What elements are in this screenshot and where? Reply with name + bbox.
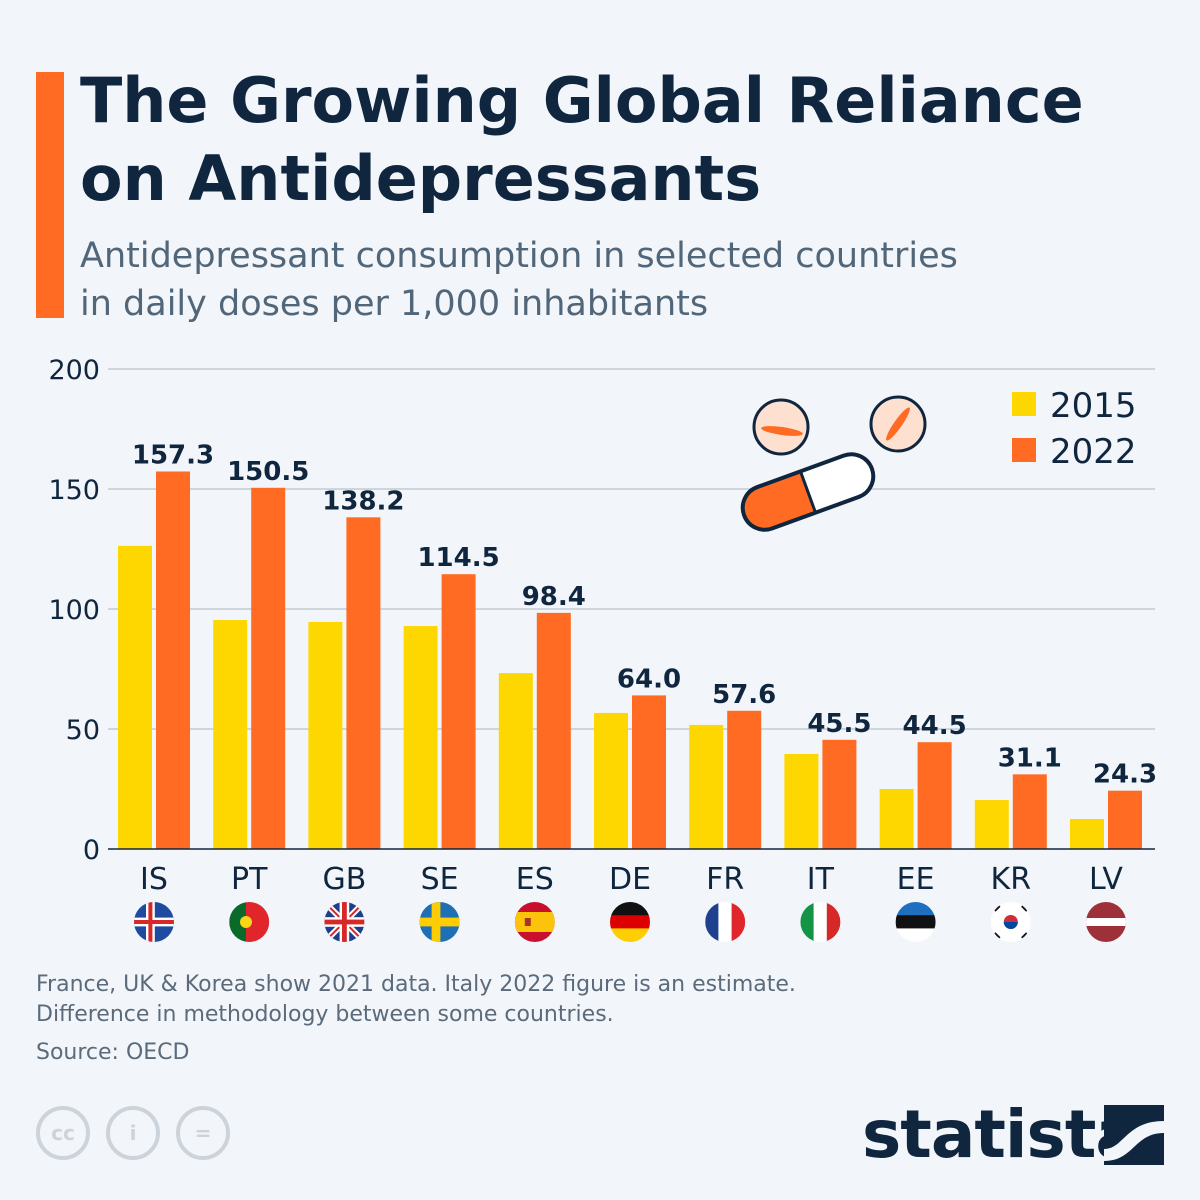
flag-uk-icon [324,902,365,942]
note-line: Difference in methodology between some c… [36,1002,614,1027]
x-tick-label: LV [1089,862,1123,897]
legend-label-2022: 2022 [1050,432,1137,472]
bar-2015 [689,724,724,849]
data-label: 138.2 [322,486,404,516]
y-tick-label: 200 [48,355,100,386]
no-derivatives-icon[interactable]: = [176,1106,230,1160]
flag-portugal-icon [229,902,270,942]
source: Source: OECD [36,1040,190,1065]
bar-2015 [403,626,438,849]
license-icons: cc i = [36,1106,230,1160]
bar-2015 [879,789,914,849]
bar-2015 [1070,819,1104,849]
legend-label-2015: 2015 [1050,386,1137,426]
attribution-icon[interactable]: i [106,1106,160,1160]
bar-chart: 0 50 100 150 200 157.3 IS 150.5 PT 138.2 GB 114.5 SE… [48,355,1157,942]
accent-bar [36,72,64,318]
bar-2022 [536,612,571,849]
bar-2022 [441,574,476,849]
legend-swatch-2022 [1012,438,1036,462]
flag-spain-icon [514,902,555,942]
bar-2015 [118,545,152,849]
x-tick-label: KR [991,862,1032,897]
bar-2015 [974,800,1009,849]
data-label: 98.4 [522,582,586,612]
x-tick-label: EE [897,862,935,897]
subtitle: Antidepressant consumption in selected c… [80,232,1080,328]
data-label: 45.5 [807,709,871,739]
statista-logo-icon [1104,1105,1164,1165]
pills-icon [740,395,927,532]
bar-2015 [308,621,343,849]
bar-2015 [594,712,628,849]
note-line: France, UK & Korea show 2021 data. Italy… [36,972,796,997]
bar-2022 [822,739,857,849]
flag-estonia-icon [895,902,936,942]
data-label: 114.5 [417,543,499,573]
bar-2022 [1012,774,1047,849]
legend-swatch-2015 [1012,392,1036,416]
statista-logo[interactable]: statista [862,1096,1140,1173]
notes: France, UK & Korea show 2021 data. Italy… [36,970,796,1030]
x-tick-label: DE [609,862,651,897]
flag-iceland-icon [134,902,174,942]
data-label: 157.3 [132,440,214,470]
x-tick-label: PT [231,862,268,897]
bar-2022 [251,487,286,849]
flag-latvia-icon [1086,902,1126,942]
bar-2015 [784,753,819,849]
flag-germany-icon [610,902,650,942]
y-tick-label: 50 [66,715,100,746]
bar-2022 [346,517,381,849]
data-label: 64.0 [617,664,681,694]
bar-2015 [213,620,248,849]
cc-icon[interactable]: cc [36,1106,90,1160]
x-tick-label: IT [807,862,835,897]
flag-italy-icon [800,902,841,942]
y-tick-label: 150 [48,475,100,506]
data-label: 31.1 [998,743,1062,773]
bar-2015 [498,673,533,849]
flag-sweden-icon [419,902,460,942]
data-label: 150.5 [227,457,309,487]
x-tick-label: ES [516,862,554,897]
x-tick-label: GB [322,862,366,897]
bar-2022 [632,695,666,849]
y-tick-label: 100 [48,595,100,626]
x-tick-label: SE [421,862,459,897]
flag-south-korea-icon [990,902,1031,942]
x-tick-label: IS [140,862,168,897]
bar-2022 [1108,790,1142,849]
flag-france-icon [705,902,746,942]
bar-2022 [156,471,190,849]
bar-2022 [917,742,952,849]
x-tick-label: FR [706,862,744,897]
y-tick-label: 0 [83,835,100,866]
data-label: 57.6 [712,680,776,710]
subtitle-line: in daily doses per 1,000 inhabitants [80,284,709,324]
subtitle-line: Antidepressant consumption in selected c… [80,236,958,276]
page-title: The Growing Global Reliance on Antidepre… [80,64,1084,215]
bar-2022 [727,710,762,849]
data-label: 44.5 [903,711,967,741]
data-label: 24.3 [1093,760,1157,790]
